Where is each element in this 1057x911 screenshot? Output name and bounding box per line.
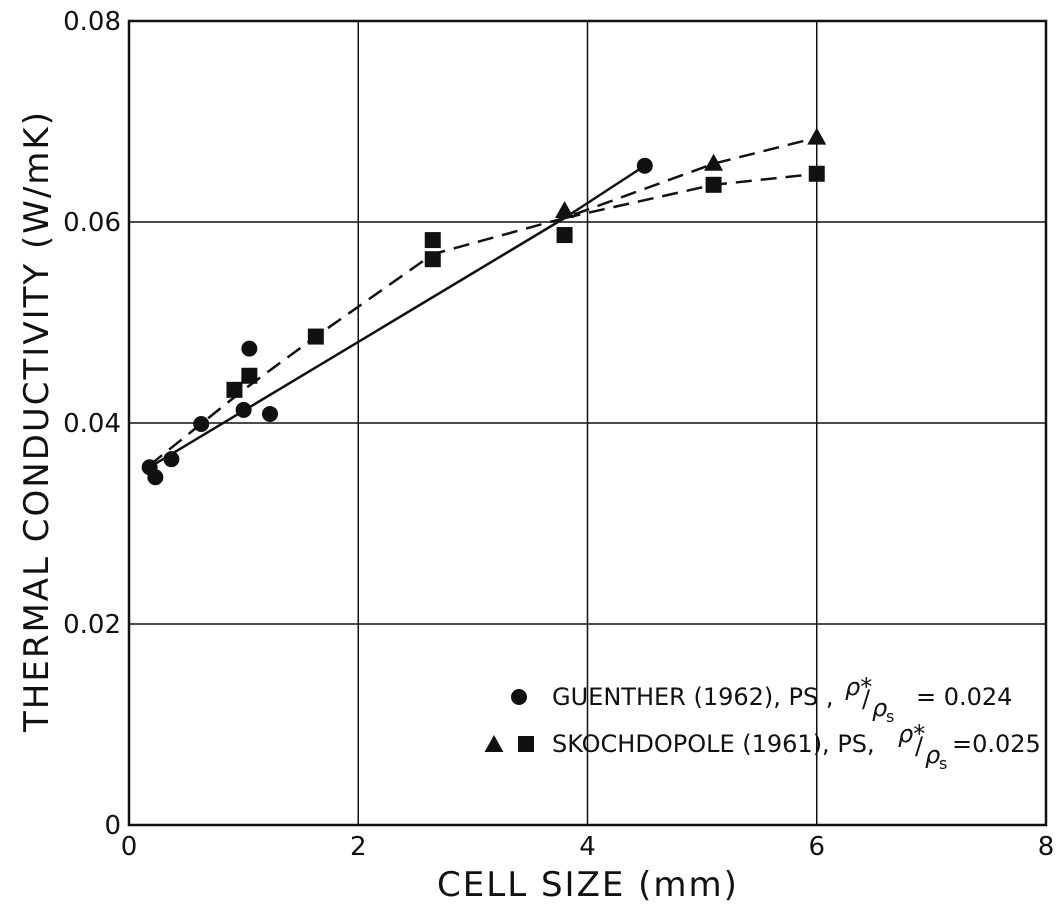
data-markers [141, 127, 827, 486]
x-tick-label: 6 [808, 832, 825, 862]
legend-ratio-slash: / [862, 685, 871, 713]
x-tick-label: 0 [121, 832, 138, 862]
legend-label: GUENTHER (1962), PS , [552, 683, 833, 711]
legend-square-marker [518, 736, 534, 752]
data-point-circle [193, 416, 210, 433]
legend-circle-marker [511, 689, 527, 705]
legend-ratio-subscript: s [886, 707, 894, 726]
legend-ratio-numerator: ρ* [845, 673, 872, 701]
legend-ratio-denominator: ρ [872, 694, 887, 722]
solid-fit-line [148, 164, 646, 469]
dashed-fit-line [564, 172, 817, 220]
legend-entry-guenther: GUENTHER (1962), PS , ρ* / ρ s = 0.024 [511, 673, 1012, 726]
legend-ratio-value: =0.025 [952, 730, 1041, 758]
data-point-triangle [807, 127, 827, 145]
data-point-square [424, 251, 441, 268]
data-point-square [705, 176, 722, 193]
data-point-circle [163, 451, 180, 468]
data-point-circle [235, 401, 252, 418]
legend-ratio-subscript: s [939, 754, 947, 773]
x-tick-label: 8 [1038, 832, 1055, 862]
data-point-square [241, 367, 258, 384]
x-tick-label: 2 [350, 832, 367, 862]
legend: GUENTHER (1962), PS , ρ* / ρ s = 0.024 S… [484, 673, 1041, 773]
x-axis-title: CELL SIZE (mm) [437, 865, 739, 905]
legend-label: SKOCHDOPOLE (1961), PS, [552, 730, 875, 758]
y-tick-label: 0.04 [63, 409, 121, 439]
tick-labels: 0 2 4 6 8 0 0.02 0.04 0.06 0.08 [63, 7, 1054, 862]
grid-lines [129, 21, 1046, 825]
legend-marker-circle [511, 689, 527, 705]
data-point-circle [241, 340, 258, 357]
legend-ratio-value: = 0.024 [916, 683, 1012, 711]
x-tick-label: 4 [579, 832, 596, 862]
data-point-square [226, 381, 243, 398]
plot-frame [127, 19, 1048, 827]
data-point-circle [261, 405, 278, 422]
y-tick-label: 0 [104, 811, 121, 841]
data-point-square [808, 165, 825, 182]
y-axis-title: THERMAL CONDUCTIVITY (W/mK) [17, 110, 57, 733]
data-point-circle [636, 157, 653, 174]
data-point-circle [147, 469, 164, 486]
y-tick-label: 0.02 [63, 610, 121, 640]
data-point-square [307, 328, 324, 345]
data-point-square [424, 232, 441, 249]
legend-ratio-denominator: ρ [925, 741, 940, 769]
y-tick-label: 0.08 [63, 7, 121, 37]
data-point-square [556, 227, 573, 244]
legend-ratio-slash: / [915, 732, 924, 760]
legend-marker-triangle-square [484, 735, 534, 752]
data-point-triangle [704, 153, 724, 171]
data-point-triangle [555, 200, 575, 218]
y-tick-label: 0.06 [63, 208, 121, 238]
legend-entry-skochdopole: SKOCHDOPOLE (1961), PS, ρ* / ρ s =0.025 [484, 720, 1041, 773]
legend-triangle-marker [484, 735, 504, 752]
legend-ratio-numerator: ρ* [898, 720, 925, 748]
